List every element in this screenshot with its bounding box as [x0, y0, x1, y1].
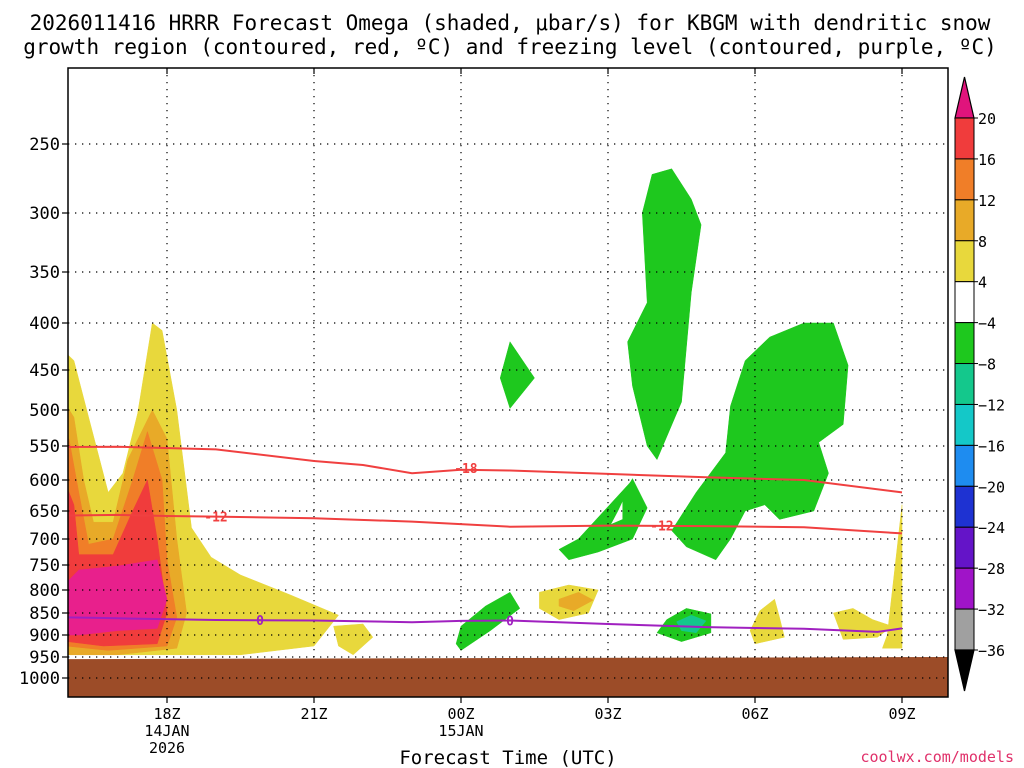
x-tick-label-1-0: 21Z — [300, 705, 327, 723]
omega-region-neg8-14 — [499, 341, 535, 409]
colorbar-segment-12 — [954, 608, 975, 651]
y-tick-label-600: 600 — [29, 471, 60, 491]
omega-region-4-3 — [749, 598, 785, 645]
omega-region-8-7 — [558, 592, 594, 611]
y-tick-label-750: 750 — [29, 556, 60, 576]
colorbar-label-7: −12 — [978, 396, 1005, 414]
colorbar-label-2: 12 — [978, 192, 996, 210]
colorbar-label-1: 16 — [978, 151, 996, 169]
colorbar-segment-3 — [954, 240, 975, 283]
y-tick-label-550: 550 — [29, 437, 60, 457]
y-tick-label-400: 400 — [29, 314, 60, 334]
contour--12C — [68, 513, 903, 535]
colorbar-label-8: −16 — [978, 437, 1005, 455]
y-tick-label-800: 800 — [29, 581, 60, 601]
y-tick-label-300: 300 — [29, 204, 60, 224]
x-tick-label-4-0: 06Z — [741, 705, 768, 723]
omega-region-neg8-18 — [671, 322, 849, 561]
colorbar-segment-10 — [954, 526, 975, 569]
colorbar-max-triangle — [954, 76, 975, 119]
colorbar-label-10: −24 — [978, 519, 1005, 537]
colorbar-segment-4 — [954, 281, 975, 324]
omega-region-20-10 — [68, 559, 168, 636]
colorbar-label-4: 4 — [978, 274, 987, 292]
colorbar-segment-1 — [954, 158, 975, 201]
x-tick-label-2-0: 00Z — [447, 705, 474, 723]
colorbar-segment-5 — [954, 322, 975, 365]
contour-label-0C: 0 — [256, 614, 264, 629]
omega-region-4-5 — [882, 504, 903, 649]
chart-title-line1: 2026011416 HRRR Forecast Omega (shaded, … — [30, 11, 991, 35]
y-tick-label-500: 500 — [29, 401, 60, 421]
omega-region-4-4 — [833, 608, 893, 640]
y-tick-label-350: 350 — [29, 263, 60, 283]
plot-area: -18 -12 0 -12 0 — [68, 68, 948, 697]
colorbar-label-0: 20 — [978, 110, 996, 128]
credit-text: coolwx.com/models — [860, 748, 1014, 766]
omega-region-neg8-16 — [568, 479, 633, 550]
colorbar-segment-7 — [954, 403, 975, 446]
terrain-ground — [68, 657, 948, 697]
colorbar-min-triangle — [954, 649, 975, 692]
y-tick-label-250: 250 — [29, 135, 60, 155]
colorbar-label-6: −8 — [978, 356, 996, 374]
contour--18C — [68, 445, 903, 494]
y-tick-label-850: 850 — [29, 604, 60, 624]
colorbar-segment-6 — [954, 363, 975, 405]
contour-label--18C: -18 — [454, 462, 478, 477]
x-tick-label-2-1: 15JAN — [438, 722, 483, 740]
colorbar-label-12: −32 — [978, 601, 1005, 619]
colorbar-label-9: −20 — [978, 478, 1005, 496]
x-tick-label-0-0: 18Z — [153, 705, 180, 723]
plot-frame — [67, 67, 949, 698]
colorbar-segment-2 — [954, 199, 975, 242]
contour-label-extra-1: 0 — [506, 614, 514, 629]
y-tick-label-1000: 1000 — [19, 669, 60, 689]
contour-label--12C: -12 — [204, 511, 227, 526]
y-tick-label-950: 950 — [29, 648, 60, 668]
x-tick-label-5-0: 09Z — [888, 705, 915, 723]
colorbar-segment-8 — [954, 444, 975, 487]
omega-region-4-1 — [333, 623, 374, 656]
x-tick-label-3-0: 03Z — [594, 705, 621, 723]
y-tick-label-900: 900 — [29, 626, 60, 646]
y-tick-label-450: 450 — [29, 361, 60, 381]
y-tick-label-650: 650 — [29, 502, 60, 522]
contour-0C — [68, 616, 903, 633]
colorbar-segment-11 — [954, 567, 975, 610]
omega-region-neg8-17 — [627, 168, 702, 460]
chart-title-line2: growth region (contoured, red, ºC) and f… — [23, 35, 997, 59]
colorbar-label-3: 8 — [978, 233, 987, 251]
x-tick-label-0-2: 2026 — [149, 739, 185, 757]
colorbar-label-13: −36 — [978, 642, 1005, 660]
colorbar-label-11: −28 — [978, 560, 1005, 578]
x-tick-label-0-1: 14JAN — [144, 722, 189, 740]
colorbar-segment-9 — [954, 485, 975, 528]
x-axis-label: Forecast Time (UTC) — [399, 747, 616, 768]
colorbar-label-5: −4 — [978, 315, 996, 333]
colorbar-segment-0 — [954, 117, 975, 160]
contour-label-extra-0: -12 — [650, 520, 673, 535]
y-tick-label-700: 700 — [29, 530, 60, 550]
